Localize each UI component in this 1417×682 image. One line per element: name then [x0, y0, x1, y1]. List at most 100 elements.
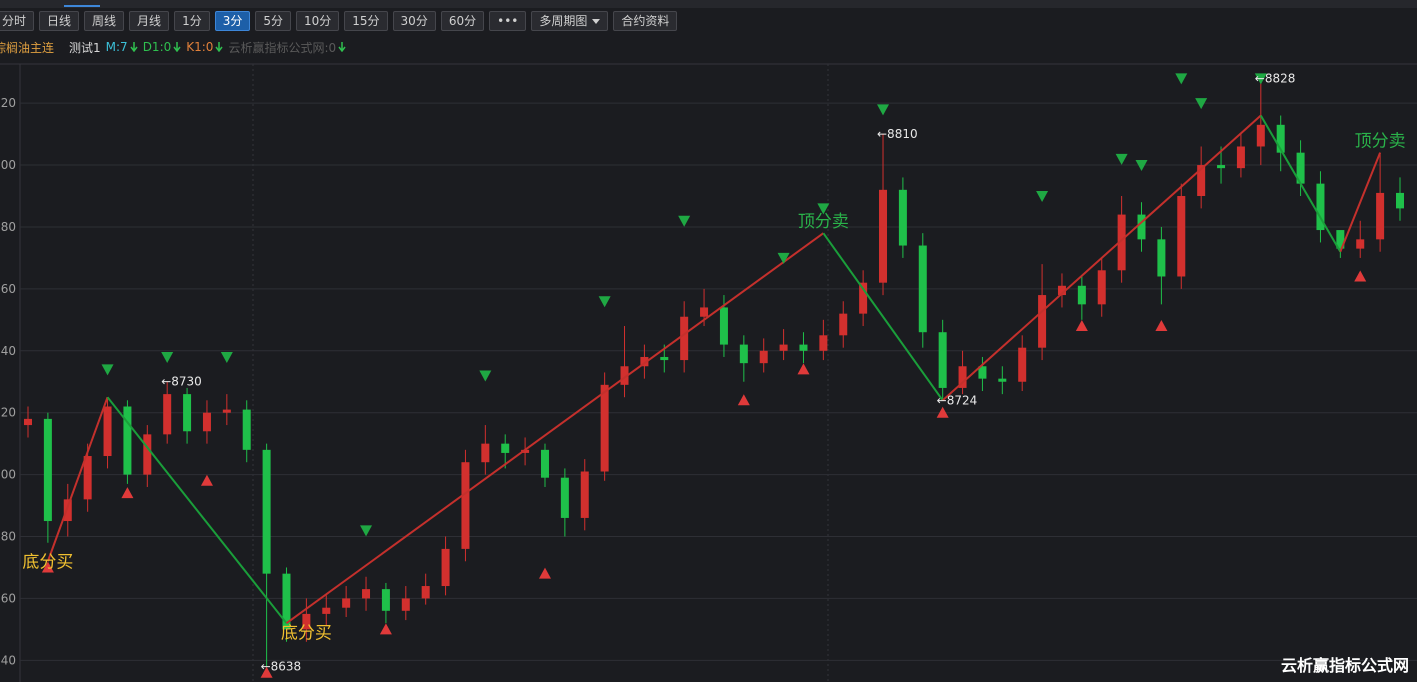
candle-body	[1256, 124, 1265, 147]
candle-body	[1038, 295, 1047, 348]
toolbar-button[interactable]: 月线	[129, 11, 170, 31]
candle-body	[282, 573, 291, 630]
toolbar-button[interactable]: 1分	[174, 11, 210, 31]
candle-body	[322, 607, 331, 614]
candle-body	[739, 344, 748, 364]
sell-signal	[877, 104, 890, 116]
indicator: M:7	[106, 40, 138, 54]
buy-signal	[936, 406, 949, 418]
candle-body	[938, 332, 947, 388]
buy-signal	[379, 623, 392, 635]
candle-body	[1236, 146, 1245, 169]
toolbar-button[interactable]: 15分	[344, 11, 388, 31]
candle-body	[242, 409, 251, 450]
zigzag-segment	[1259, 115, 1342, 253]
toolbar-button[interactable]: 多周期图	[531, 11, 609, 31]
sell-signal	[777, 252, 790, 264]
candle-body	[501, 443, 510, 453]
buy-signal	[41, 561, 54, 573]
buy-signal	[797, 363, 810, 375]
toolbar-button[interactable]: 5分	[255, 11, 291, 31]
sell-signal	[161, 351, 174, 363]
sell-signal	[479, 370, 492, 382]
price-label: ←8724	[937, 393, 978, 407]
toolbar-button[interactable]: 合约资料	[613, 11, 678, 31]
candle-body	[183, 394, 192, 432]
candle-body	[1057, 285, 1066, 296]
candle-body	[958, 366, 967, 388]
down-arrow	[338, 42, 346, 52]
down-arrow	[130, 42, 138, 52]
candle-body	[819, 335, 828, 351]
candle-body	[779, 344, 788, 351]
candle-body	[1197, 165, 1206, 197]
zigzag-segment	[1339, 152, 1382, 253]
down-arrow	[215, 42, 224, 52]
buy-signal	[200, 474, 213, 486]
candle-body	[1097, 270, 1106, 305]
button-label: 30分	[400, 14, 428, 28]
signal-annotation: 底分买	[281, 623, 332, 643]
sell-signal	[1254, 73, 1267, 85]
candle-body	[978, 366, 987, 379]
sell-signal	[101, 364, 114, 376]
candle-body	[859, 282, 868, 314]
buy-signal	[538, 567, 551, 579]
candle-body	[381, 589, 390, 611]
button-label: 60分	[448, 14, 477, 28]
indicator: D1:0	[143, 40, 182, 54]
toolbar-button[interactable]: 10分	[295, 11, 340, 31]
candle-body	[342, 598, 351, 608]
candle-body	[600, 384, 609, 472]
buy-signal	[121, 487, 134, 499]
indicator-text: 测试1	[69, 40, 101, 55]
candle-body	[918, 245, 927, 333]
y-tick-label: 60	[1, 591, 16, 605]
toolbar-button[interactable]: 周线	[84, 11, 125, 31]
candle-body	[481, 443, 490, 463]
signal-annotation: 顶分卖	[798, 212, 849, 232]
candle-body	[1177, 196, 1186, 277]
indicator-text: K1:0	[186, 40, 214, 54]
toolbar-button[interactable]: 3分	[214, 11, 251, 31]
indicator-text: 云析赢指标公式网:0	[228, 40, 337, 55]
candle-body	[839, 313, 848, 336]
y-tick-label: 20	[1, 96, 16, 110]
candle-body	[799, 344, 808, 351]
button-label: 日线	[47, 14, 72, 28]
sell-signal	[1175, 73, 1188, 85]
button-label: 15分	[352, 14, 380, 28]
toolbar-button[interactable]: 30分	[392, 11, 436, 31]
candle-body	[362, 589, 371, 599]
toolbar-button[interactable]: 日线	[39, 11, 80, 31]
indicator-text: D1:0	[142, 40, 172, 54]
buy-signal	[737, 394, 750, 406]
toolbar-button[interactable]: •••	[489, 11, 527, 31]
candle-body	[163, 394, 172, 435]
candle-body	[640, 356, 649, 367]
candle-body	[879, 189, 888, 283]
candle-body	[1018, 347, 1027, 382]
toolbar-button[interactable]: 60分	[440, 11, 485, 31]
sell-signal	[1115, 153, 1128, 165]
candle-body	[998, 378, 1007, 382]
candle-body	[43, 418, 52, 522]
sell-signal	[1135, 160, 1148, 172]
button-label: 分时	[2, 14, 27, 28]
indicator-bar: 棕榈油主连 测试1 M:7 D1:0 K1:0 云析赢指标公式网:0	[0, 38, 346, 56]
button-label: 3分	[222, 14, 243, 28]
toolbar-button[interactable]: 分时	[0, 11, 35, 31]
candle-body	[759, 350, 768, 364]
y-tick-label: 80	[1, 530, 16, 544]
dropdown-arrow	[592, 18, 601, 24]
button-label: 周线	[92, 14, 117, 28]
y-tick-label: 80	[1, 220, 16, 234]
price-label: ←8730	[161, 375, 202, 389]
candle-body	[1137, 214, 1146, 240]
zigzag-segment	[106, 396, 288, 624]
candle-body	[560, 477, 569, 518]
candle-body	[1316, 183, 1325, 231]
candle-body	[1336, 230, 1345, 249]
candle-body	[1117, 214, 1126, 271]
